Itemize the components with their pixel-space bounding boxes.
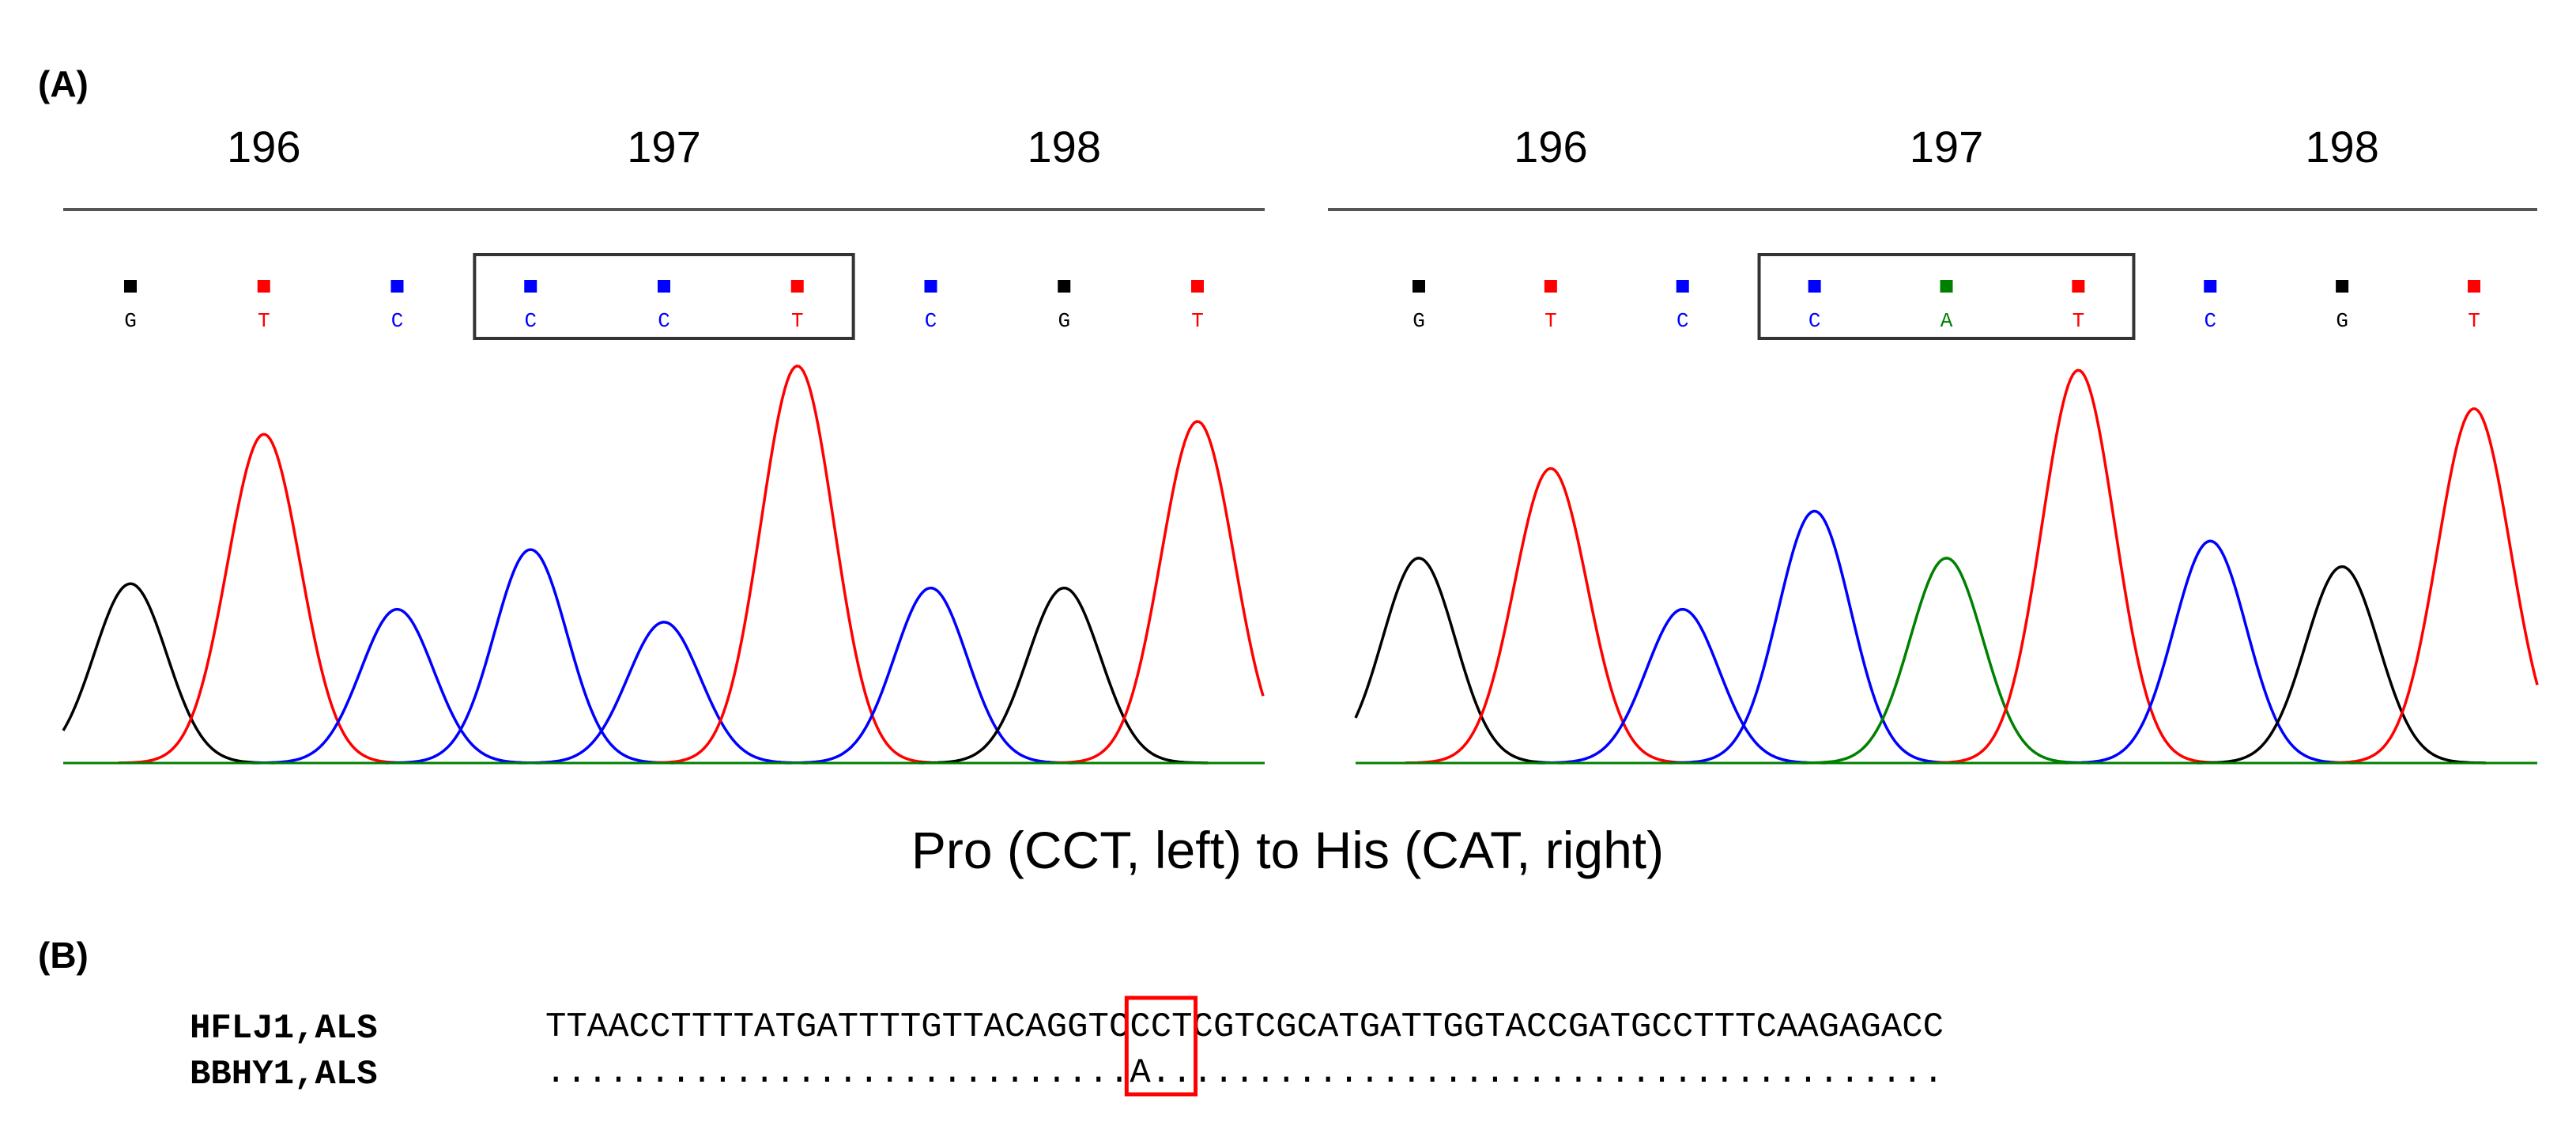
base-marker (257, 280, 270, 293)
base-call-C: C (391, 309, 404, 333)
trace-peak-C (385, 548, 675, 765)
mutation-caption: Pro (CCT, left) to His (CAT, right) (911, 821, 1664, 879)
sample-name-1: HFLJ1,ALS (190, 1009, 378, 1048)
base-call-T: T (791, 309, 804, 333)
base-call-T: T (1544, 309, 1557, 333)
base-call-T: T (2072, 309, 2085, 333)
trace-peak-T (118, 433, 408, 765)
trace-peak-C (2065, 539, 2355, 765)
trace-peak-C (1669, 509, 1959, 765)
base-call-G: G (1058, 309, 1070, 333)
base-marker (790, 280, 804, 293)
trace-peak-C (785, 586, 1075, 765)
codon-number-198: 198 (2305, 122, 2378, 172)
reference-sequence: TTAACCTTTTATGATTTTGTTACAGGTCCCTCGTCGCATG… (545, 1007, 1944, 1047)
base-call-A: A (1940, 309, 1953, 333)
base-marker (1808, 280, 1821, 293)
base-marker (1058, 280, 1071, 293)
trace-peak-T (1405, 467, 1695, 765)
base-call-C: C (1676, 309, 1689, 333)
trace-peak-G (1354, 557, 1564, 765)
trace-peak-C (251, 607, 541, 765)
base-marker (1676, 280, 1689, 293)
codon-highlight-box (473, 253, 855, 340)
base-marker (1940, 280, 1953, 293)
base-marker (2468, 280, 2480, 293)
base-call-T: T (1191, 309, 1204, 333)
base-marker (1191, 280, 1204, 293)
chromatogram-left: 196 197 198 G T C C C T C G T (62, 122, 1265, 765)
base-marker (2204, 280, 2217, 293)
codon-number-197: 197 (1910, 122, 1983, 172)
trace-peak-C (519, 621, 808, 765)
trace-peak-C (1537, 607, 1827, 765)
codon-number-197: 197 (627, 122, 700, 172)
codon-number-196: 196 (227, 122, 300, 172)
base-marker (524, 280, 537, 293)
base-marker (124, 280, 137, 293)
panel-a-label: (A) (38, 63, 89, 104)
base-marker (658, 280, 670, 293)
base-call-C: C (524, 309, 537, 333)
base-marker (1544, 280, 1557, 293)
base-marker (1412, 280, 1425, 293)
sample-name-2: BBHY1,ALS (190, 1055, 378, 1094)
base-call-T: T (2468, 309, 2480, 333)
base-call-T: T (258, 309, 270, 333)
base-call-C: C (2204, 309, 2216, 333)
base-call-G: G (2336, 309, 2348, 333)
base-call-G: G (1412, 309, 1425, 333)
base-call-C: C (658, 309, 670, 333)
chromatogram-right: 196 197 198 G T C C A T C G T (1328, 122, 2539, 765)
base-marker (2336, 280, 2349, 293)
variant-sequence: ............................A...........… (545, 1053, 1944, 1093)
base-marker (924, 280, 937, 293)
trace-peak-T (1933, 368, 2223, 765)
base-call-C: C (925, 309, 937, 333)
codon-highlight-box (1757, 253, 2136, 340)
trace-peak-T (651, 365, 941, 765)
base-marker (2072, 280, 2085, 293)
trace-peak-G (918, 586, 1209, 765)
panel-b-label: (B) (38, 935, 89, 976)
base-marker (390, 280, 404, 293)
base-call-C: C (1808, 309, 1821, 333)
trace-peak-G (2197, 565, 2487, 765)
trace-peak-G (62, 582, 274, 765)
trace-peak-T (2329, 407, 2539, 765)
codon-number-198: 198 (1028, 122, 1101, 172)
trace-peak-A (1801, 557, 2091, 765)
codon-number-196: 196 (1514, 122, 1587, 172)
mutation-highlight-box (1124, 995, 1198, 1097)
base-call-G: G (124, 309, 137, 333)
sequence-alignment: HFLJ1,ALS TTAACCTTTTATGATTTTGTTACAGGTCCC… (190, 995, 1944, 1097)
trace-peak-T (1051, 420, 1265, 765)
